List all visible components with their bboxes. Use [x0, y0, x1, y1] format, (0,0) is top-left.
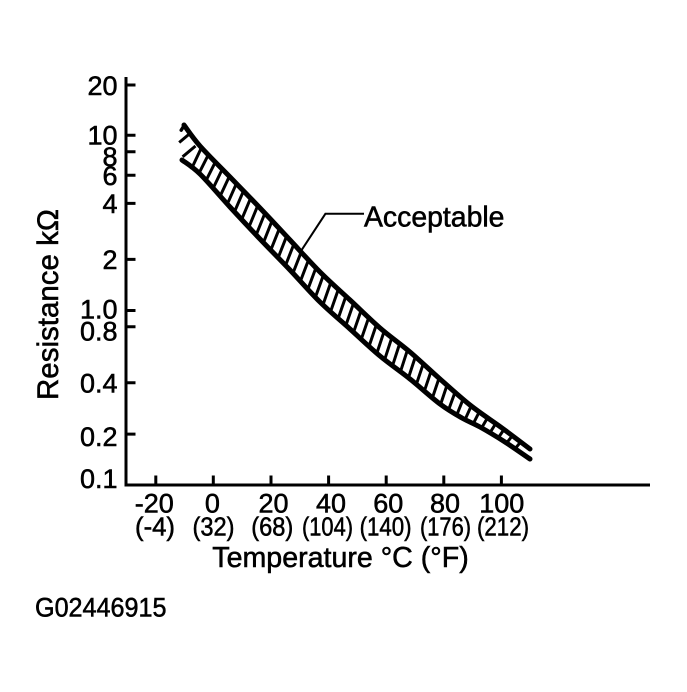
svg-text:G02446915: G02446915 [35, 592, 167, 622]
svg-text:20: 20 [258, 489, 288, 519]
svg-text:0.1: 0.1 [80, 464, 118, 494]
svg-text:100: 100 [479, 489, 524, 519]
svg-text:6: 6 [102, 161, 117, 191]
svg-text:-20: -20 [135, 489, 174, 519]
svg-text:0: 0 [205, 489, 220, 519]
svg-text:60: 60 [373, 489, 403, 519]
svg-text:(212): (212) [477, 512, 529, 542]
svg-text:0.4: 0.4 [80, 369, 118, 399]
svg-text:1.0: 1.0 [80, 295, 118, 325]
svg-text:(176): (176) [420, 512, 471, 542]
svg-text:Temperature °C (°F): Temperature °C (°F) [212, 542, 468, 574]
svg-text:(104): (104) [302, 512, 353, 542]
svg-text:(32): (32) [193, 512, 235, 542]
svg-text:80: 80 [430, 489, 460, 519]
svg-text:Acceptable: Acceptable [364, 202, 504, 234]
svg-text:4: 4 [102, 189, 117, 219]
svg-text:20: 20 [87, 71, 117, 101]
svg-text:Resistance kΩ: Resistance kΩ [32, 209, 65, 400]
svg-text:(-4): (-4) [135, 512, 175, 542]
svg-text:(68): (68) [251, 512, 293, 542]
svg-text:40: 40 [316, 489, 346, 519]
svg-text:(140): (140) [360, 512, 412, 542]
svg-text:0.8: 0.8 [80, 317, 118, 347]
svg-text:10: 10 [87, 121, 117, 151]
svg-text:8: 8 [102, 142, 117, 172]
svg-text:2: 2 [102, 245, 117, 275]
svg-text:0.2: 0.2 [80, 422, 118, 452]
